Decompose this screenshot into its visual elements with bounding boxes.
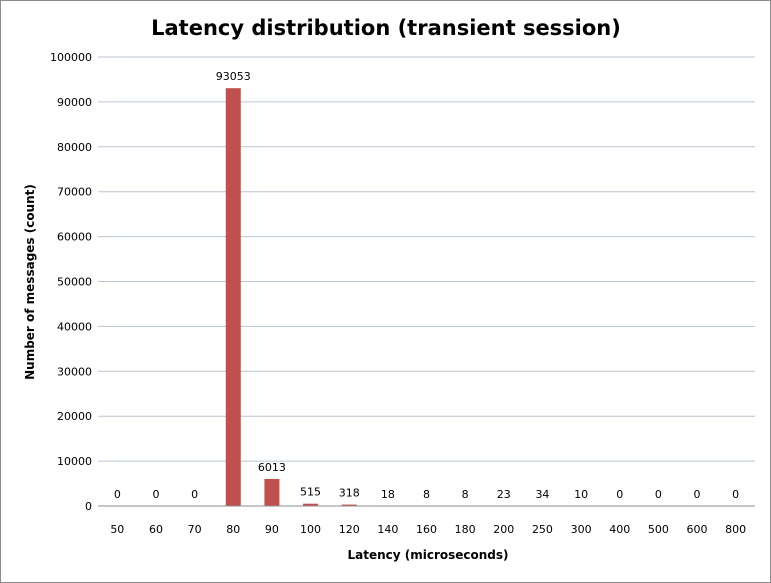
y-axis-title: Number of messages (count) — [23, 184, 37, 380]
data-label: 0 — [616, 488, 623, 501]
x-tick-label: 70 — [188, 523, 202, 536]
x-tick-label: 80 — [226, 523, 240, 536]
x-axis-title: Latency (microseconds) — [347, 548, 508, 562]
x-tick-label: 120 — [339, 523, 360, 536]
x-tick-labels: 50 60 70 80 90 100 120 140 160 180 200 250 300 400 500… — [110, 523, 746, 536]
data-label: 10 — [574, 488, 588, 501]
data-label: 23 — [497, 488, 511, 501]
x-tick-label: 180 — [455, 523, 476, 536]
x-tick-label: 50 — [110, 523, 124, 536]
data-label: 0 — [694, 488, 701, 501]
x-tick-label: 140 — [377, 523, 398, 536]
data-label: 0 — [191, 488, 198, 501]
data-label: 93053 — [216, 70, 251, 83]
data-label: 8 — [423, 488, 430, 501]
data-label: 0 — [152, 488, 159, 501]
x-tick-label: 400 — [609, 523, 630, 536]
x-tick-label: 60 — [149, 523, 163, 536]
y-tick-label: 10000 — [57, 455, 92, 468]
x-tick-label: 100 — [300, 523, 321, 536]
y-tick-labels: 0 10000 20000 30000 40000 50000 60000 70000 8000… — [50, 51, 92, 513]
bar — [341, 504, 357, 506]
bars — [225, 88, 589, 507]
x-tick-label: 300 — [571, 523, 592, 536]
y-tick-label: 20000 — [57, 410, 92, 423]
y-tick-label: 30000 — [57, 365, 92, 378]
x-tick-label: 600 — [687, 523, 708, 536]
bar — [303, 503, 319, 506]
data-label: 0 — [114, 488, 121, 501]
chart-title: Latency distribution (transient session) — [151, 16, 621, 40]
data-labels: 0 0 0 93053 6013 515 318 18 8 8 23 34 10 0 0 0 0 — [114, 70, 739, 501]
data-label: 34 — [535, 488, 549, 501]
y-tick-label: 100000 — [50, 51, 92, 64]
data-label: 318 — [339, 487, 360, 500]
bar — [225, 88, 241, 507]
y-tick-label: 90000 — [57, 96, 92, 109]
x-tick-label: 250 — [532, 523, 553, 536]
bar — [264, 479, 280, 506]
data-label: 0 — [655, 488, 662, 501]
y-tick-label: 50000 — [57, 276, 92, 289]
data-label: 515 — [300, 486, 321, 499]
data-label: 6013 — [258, 461, 286, 474]
y-tick-label: 40000 — [57, 320, 92, 333]
data-label: 0 — [732, 488, 739, 501]
y-tick-label: 70000 — [57, 186, 92, 199]
y-tick-label: 60000 — [57, 231, 92, 244]
x-tick-label: 800 — [725, 523, 746, 536]
y-tick-label: 80000 — [57, 141, 92, 154]
gridlines — [98, 56, 755, 462]
data-label: 8 — [462, 488, 469, 501]
x-tick-label: 500 — [648, 523, 669, 536]
x-tick-label: 90 — [265, 523, 279, 536]
x-tick-label: 160 — [416, 523, 437, 536]
data-label: 18 — [381, 488, 395, 501]
y-tick-label: 0 — [85, 500, 92, 513]
x-tick-label: 200 — [493, 523, 514, 536]
